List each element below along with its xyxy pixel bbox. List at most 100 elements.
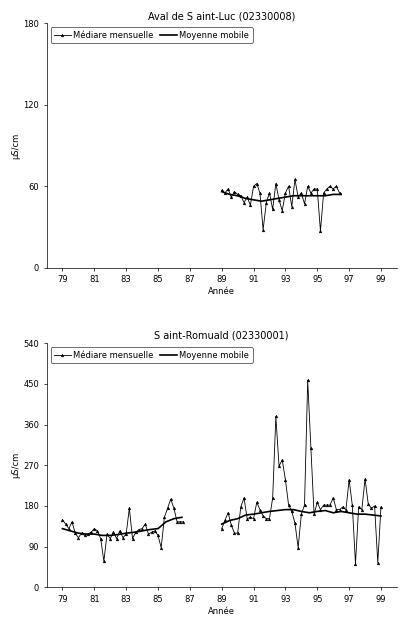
Médiare mensuelle xyxy=(334,182,339,190)
Médiare mensuelle xyxy=(238,192,243,199)
Médiare mensuelle xyxy=(261,226,266,233)
Médiare mensuelle xyxy=(226,185,231,192)
Médiare mensuelle xyxy=(318,228,323,235)
Médiare mensuelle xyxy=(118,527,122,535)
Médiare mensuelle xyxy=(124,530,129,538)
Moyenne mobile xyxy=(291,192,296,199)
Médiare mensuelle xyxy=(273,180,278,187)
Line: Médiare mensuelle: Médiare mensuelle xyxy=(61,498,185,562)
Moyenne mobile xyxy=(323,192,328,199)
Moyenne mobile xyxy=(84,530,89,538)
Médiare mensuelle xyxy=(331,185,336,192)
Médiare mensuelle xyxy=(305,182,310,190)
Médiare mensuelle xyxy=(152,527,157,535)
Médiare mensuelle xyxy=(293,176,297,183)
Médiare mensuelle xyxy=(73,529,78,537)
Médiare mensuelle xyxy=(248,201,253,209)
Moyenne mobile xyxy=(124,529,129,537)
Y-axis label: μS/cm: μS/cm xyxy=(11,452,20,478)
Médiare mensuelle xyxy=(89,529,93,536)
X-axis label: Année: Année xyxy=(208,607,235,616)
Médiare mensuelle xyxy=(69,518,74,525)
Médiare mensuelle xyxy=(337,189,342,197)
Médiare mensuelle xyxy=(143,520,148,528)
Médiare mensuelle xyxy=(92,525,97,532)
Médiare mensuelle xyxy=(171,505,176,512)
Médiare mensuelle xyxy=(95,527,100,535)
Médiare mensuelle xyxy=(302,200,307,208)
Médiare mensuelle xyxy=(289,203,294,211)
Médiare mensuelle xyxy=(270,206,275,213)
Médiare mensuelle xyxy=(168,495,173,503)
Moyenne mobile xyxy=(315,192,320,199)
Line: Médiare mensuelle: Médiare mensuelle xyxy=(220,178,341,233)
Médiare mensuelle xyxy=(76,534,81,542)
Médiare mensuelle xyxy=(155,532,160,539)
Moyenne mobile xyxy=(180,514,184,521)
Moyenne mobile xyxy=(171,515,176,522)
Moyenne mobile xyxy=(339,191,344,198)
Moyenne mobile xyxy=(283,193,288,201)
Médiare mensuelle xyxy=(159,544,164,551)
Moyenne mobile xyxy=(267,196,272,204)
Médiare mensuelle xyxy=(283,189,288,197)
Médiare mensuelle xyxy=(140,525,144,532)
Médiare mensuelle xyxy=(277,196,282,204)
Moyenne mobile xyxy=(243,195,248,203)
Médiare mensuelle xyxy=(120,534,125,542)
Médiare mensuelle xyxy=(324,185,329,192)
Moyenne mobile xyxy=(100,532,105,539)
Médiare mensuelle xyxy=(133,529,138,536)
Moyenne mobile xyxy=(108,532,113,539)
Médiare mensuelle xyxy=(229,193,234,201)
Médiare mensuelle xyxy=(222,189,227,197)
Médiare mensuelle xyxy=(245,193,250,201)
Médiare mensuelle xyxy=(111,529,116,536)
Médiare mensuelle xyxy=(235,191,240,198)
Moyenne mobile xyxy=(299,192,304,199)
Moyenne mobile xyxy=(235,192,240,199)
Médiare mensuelle xyxy=(267,189,272,197)
Médiare mensuelle xyxy=(146,530,151,538)
Médiare mensuelle xyxy=(63,520,68,528)
Legend: Médiare mensuelle, Moyenne mobile: Médiare mensuelle, Moyenne mobile xyxy=(51,28,253,43)
Moyenne mobile xyxy=(148,526,153,534)
Médiare mensuelle xyxy=(114,535,119,542)
Title: Aval de S aint-Luc (02330008): Aval de S aint-Luc (02330008) xyxy=(148,11,295,21)
Médiare mensuelle xyxy=(79,529,84,537)
Médiare mensuelle xyxy=(86,530,91,538)
Moyenne mobile xyxy=(140,527,144,535)
Y-axis label: μS/cm: μS/cm xyxy=(11,132,20,159)
Moyenne mobile xyxy=(60,525,65,532)
Médiare mensuelle xyxy=(82,532,87,539)
Médiare mensuelle xyxy=(181,518,186,525)
Médiare mensuelle xyxy=(242,199,246,206)
Médiare mensuelle xyxy=(254,180,259,187)
Médiare mensuelle xyxy=(98,535,103,542)
Médiare mensuelle xyxy=(162,514,167,521)
Médiare mensuelle xyxy=(60,516,65,524)
Moyenne mobile xyxy=(132,529,137,536)
Médiare mensuelle xyxy=(299,189,304,197)
Moyenne mobile xyxy=(307,192,312,199)
Moyenne mobile xyxy=(259,198,264,205)
Médiare mensuelle xyxy=(257,189,262,197)
Médiare mensuelle xyxy=(296,193,301,201)
Médiare mensuelle xyxy=(67,525,71,532)
Médiare mensuelle xyxy=(308,189,313,197)
Médiare mensuelle xyxy=(136,526,141,534)
Médiare mensuelle xyxy=(108,535,113,542)
Moyenne mobile xyxy=(76,529,81,537)
Médiare mensuelle xyxy=(130,535,135,542)
Moyenne mobile xyxy=(116,530,121,538)
Médiare mensuelle xyxy=(102,557,106,565)
Title: S aint-Romuald (02330001): S aint-Romuald (02330001) xyxy=(155,331,289,341)
Médiare mensuelle xyxy=(127,505,132,512)
Moyenne mobile xyxy=(164,518,169,525)
Moyenne mobile xyxy=(155,525,160,532)
X-axis label: Année: Année xyxy=(208,287,235,296)
Moyenne mobile xyxy=(275,195,280,203)
Médiare mensuelle xyxy=(280,207,285,214)
Médiare mensuelle xyxy=(286,182,291,190)
Médiare mensuelle xyxy=(149,529,154,536)
